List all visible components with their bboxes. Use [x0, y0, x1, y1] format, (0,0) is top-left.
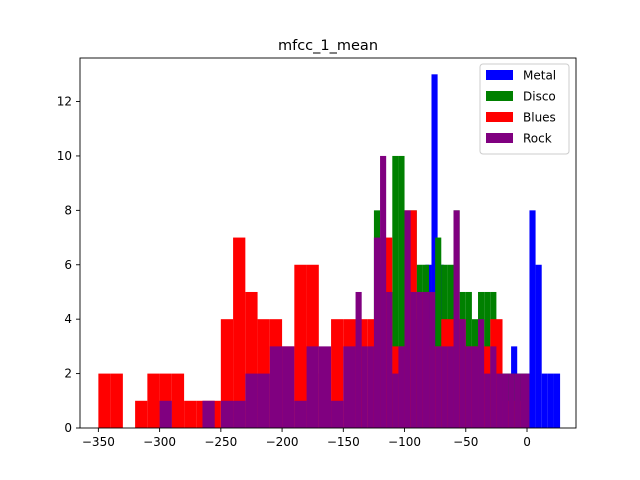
- y-tick-label: 0: [64, 421, 72, 435]
- x-tick-label: −300: [143, 435, 176, 449]
- rock-bar: [404, 210, 411, 428]
- rock-bar: [220, 400, 234, 428]
- disco-bar: [398, 155, 405, 428]
- rock-bar: [441, 346, 448, 428]
- rock-bar: [520, 373, 528, 428]
- rock-bar: [496, 373, 503, 428]
- y-tick-label: 6: [64, 258, 72, 272]
- rock-bar: [398, 346, 405, 428]
- legend-label-rock: Rock: [523, 132, 552, 146]
- rock-bar: [294, 400, 307, 428]
- legend-label-metal: Metal: [523, 69, 556, 83]
- rock-bar: [331, 400, 344, 428]
- chart-title: mfcc_1_mean: [278, 38, 378, 54]
- rock-bar: [490, 346, 497, 428]
- rock-bar: [202, 400, 215, 428]
- rock-bar: [282, 346, 295, 428]
- rock-bar: [380, 155, 387, 428]
- blues-bar: [184, 400, 197, 428]
- rock-bar: [361, 346, 368, 428]
- rock-bar: [508, 373, 515, 428]
- rock-bar: [447, 346, 454, 428]
- rock-bar: [355, 291, 362, 428]
- blues-bar: [147, 373, 160, 428]
- rock-bar: [459, 319, 466, 428]
- x-tick-label: −250: [204, 435, 237, 449]
- metal-bar: [529, 210, 536, 428]
- rock-bar: [416, 291, 423, 428]
- y-tick-label: 10: [57, 149, 72, 163]
- rock-bar: [367, 346, 374, 428]
- y-tick-label: 2: [64, 367, 72, 381]
- rock-bar: [471, 346, 479, 428]
- legend-swatch-disco: [486, 91, 513, 101]
- metal-bar: [431, 74, 438, 428]
- rock-bar: [245, 373, 258, 428]
- rock-bar: [514, 373, 521, 428]
- rock-bar: [527, 373, 530, 428]
- rock-bar: [410, 291, 417, 428]
- rock-bar: [429, 291, 436, 428]
- rock-bar: [453, 210, 460, 428]
- y-tick-label: 12: [57, 95, 72, 109]
- rock-bar: [392, 373, 399, 428]
- plot-frame: [79, 57, 577, 429]
- axes-layer: −350 −300 −250 −200 −150 −100 −50 0 0 2 4 6 8 10 12: [57, 57, 577, 449]
- y-tick-label: 4: [64, 312, 72, 326]
- blues-bar: [98, 373, 111, 428]
- legend-label-blues: Blues: [523, 111, 556, 125]
- y-tick-label: 8: [64, 203, 72, 217]
- rock-bar: [159, 400, 172, 428]
- legend-swatch-metal: [486, 70, 513, 80]
- blues-bar: [171, 373, 185, 428]
- blues-bar: [135, 400, 148, 428]
- rock-bar: [484, 373, 491, 428]
- disco-bar: [435, 237, 442, 428]
- blues-bar: [110, 373, 123, 428]
- rock-bar: [343, 346, 356, 428]
- legend: Metal Disco Blues Rock: [479, 63, 570, 155]
- blues-bar: [233, 237, 246, 428]
- disco-bar: [392, 155, 399, 428]
- rock-bar: [422, 291, 430, 428]
- metal-bar: [547, 373, 554, 428]
- bars-layer: [98, 74, 561, 428]
- rock-bar: [306, 346, 319, 428]
- x-tick-label: −350: [82, 435, 115, 449]
- rock-bar: [373, 237, 381, 428]
- legend-label-disco: Disco: [523, 90, 556, 104]
- metal-bar: [541, 373, 548, 428]
- rock-bar: [257, 373, 270, 428]
- blues-bar: [294, 264, 307, 428]
- rock-bar: [435, 346, 442, 428]
- metal-bar: [553, 373, 561, 428]
- x-tick-label: −200: [266, 435, 299, 449]
- rock-bar: [318, 346, 332, 428]
- legend-swatch-rock: [486, 133, 513, 143]
- metal-bar: [535, 264, 542, 428]
- rock-bar: [269, 346, 283, 428]
- x-tick-label: 0: [523, 435, 531, 449]
- rock-bar: [386, 291, 393, 428]
- x-tick-label: −150: [327, 435, 360, 449]
- rock-bar: [502, 373, 509, 428]
- x-tick-label: −50: [453, 435, 478, 449]
- x-tick-label: −100: [388, 435, 421, 449]
- legend-box: [479, 63, 570, 155]
- rock-bar: [465, 346, 472, 428]
- rock-bar: [478, 319, 485, 428]
- rock-bar: [233, 400, 246, 428]
- legend-swatch-blues: [486, 112, 513, 122]
